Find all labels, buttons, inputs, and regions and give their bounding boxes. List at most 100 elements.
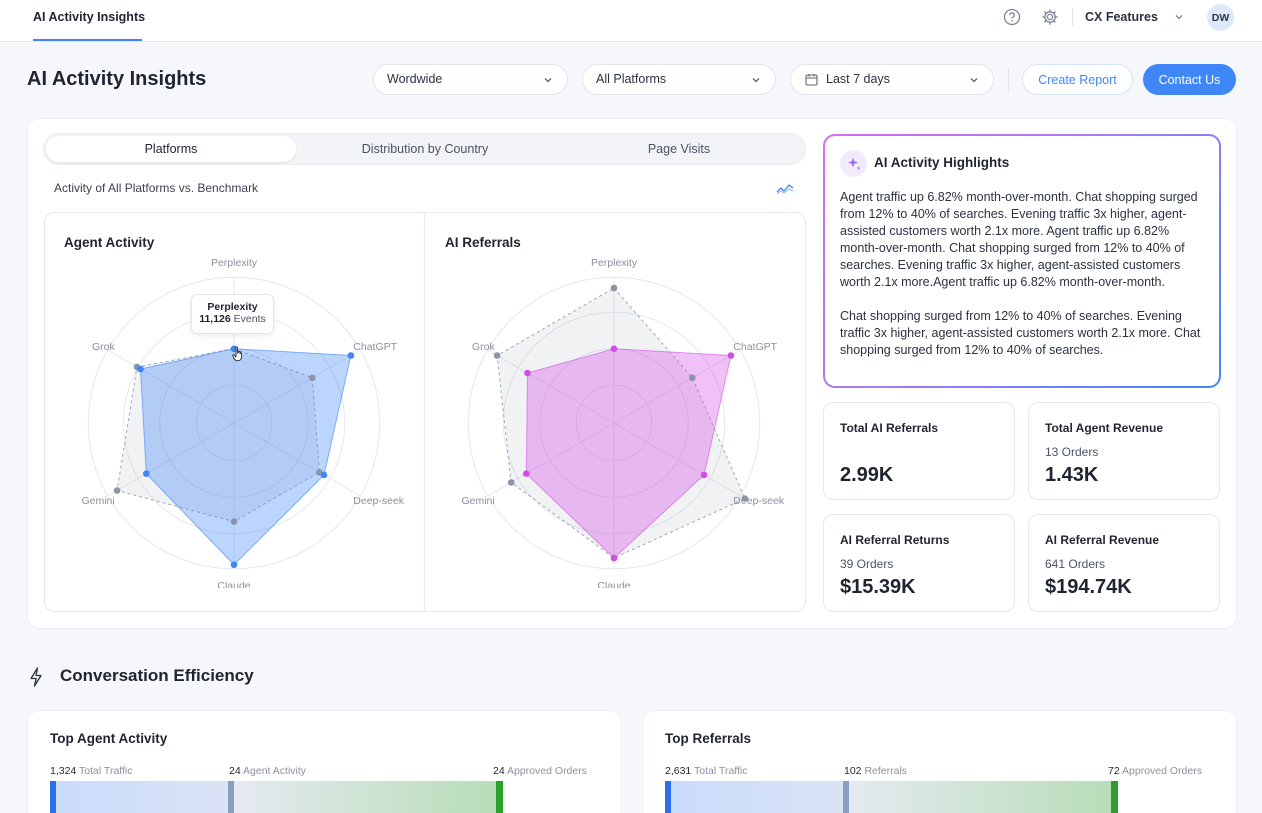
calendar-icon [805, 74, 818, 86]
main-data-point[interactable] [700, 471, 708, 479]
kpi-ai-referral-revenue: AI Referral Revenue 641 Orders $194.74K [1028, 514, 1220, 612]
funnel-bar [50, 781, 503, 813]
kpi-label: Total Agent Revenue [1045, 421, 1164, 435]
metric-total-traffic: 2,631 Total Traffic [665, 765, 748, 777]
radar-axis-line [233, 349, 361, 424]
tab-page-visits[interactable]: Page Visits [647, 142, 711, 156]
metric-label: Total Traffic [694, 765, 748, 777]
radar-axis-line [107, 349, 235, 424]
agent-activity-title: Agent Activity [64, 235, 155, 250]
metric-label: Total Traffic [79, 765, 133, 777]
chevron-down-icon [970, 78, 978, 83]
date-range-select[interactable]: Last 7 days [790, 64, 994, 95]
metric-value: 2,631 [665, 765, 692, 777]
metric-value: 72 [1108, 765, 1120, 777]
region-select[interactable]: Wordwide [373, 64, 568, 95]
chart-subtitle: Activity of All Platforms vs. Benchmark [54, 181, 259, 195]
card-title: Top Referrals [665, 731, 752, 746]
metric-total-traffic: 1,324 Total Traffic [50, 765, 133, 777]
tab-distribution-by-country[interactable]: Distribution by Country [361, 142, 489, 156]
metric-value: 102 [844, 765, 862, 777]
kpi-total-ai-referrals: Total AI Referrals 2.99K [823, 402, 1015, 500]
main-data-point[interactable] [320, 471, 328, 479]
top-tab-ai-activity[interactable]: AI Activity Insights [33, 10, 146, 24]
kpi-subtext: 39 Orders [840, 557, 894, 571]
metric-label: Referrals [864, 765, 908, 777]
metric-approved-orders: 24 Approved Orders [493, 765, 587, 777]
main-data-point[interactable] [137, 365, 144, 373]
main-data-point[interactable] [347, 352, 355, 359]
radar-axis-label: Deep-seek [353, 495, 404, 507]
main-data-point[interactable] [610, 345, 618, 353]
gear-icon[interactable] [1041, 8, 1059, 26]
benchmark-data-point[interactable] [689, 374, 696, 382]
top-bar: AI Activity Insights CX Features DW [0, 0, 1262, 42]
radar-axis-label: Perplexity [211, 258, 258, 269]
radar-axis-line [233, 422, 361, 497]
chevron-down-icon [544, 78, 552, 83]
platform-select[interactable]: All Platforms [582, 64, 776, 95]
highlights-paragraph: Chat shopping surged from 12% to 40% of … [840, 309, 1201, 357]
view-tabs: Platforms Distribution by Country Page V… [43, 133, 806, 165]
radar-axis-label: ChatGPT [353, 341, 397, 353]
benchmark-data-point[interactable] [309, 374, 316, 382]
radar-axis-line [613, 422, 741, 497]
benchmark-data-point[interactable] [113, 487, 121, 494]
main-data-point[interactable] [523, 470, 530, 477]
platform-select-value: All Platforms [596, 72, 667, 86]
metric-label: Approved Orders [1122, 765, 1202, 777]
kpi-value: 2.99K [840, 464, 894, 486]
metric-agent-activity: 24 Agent Activity [229, 765, 306, 777]
kpi-value: $194.74K [1045, 576, 1132, 598]
date-range-value: Last 7 days [826, 72, 890, 86]
top-referrals-card: Top Referrals 2,631 Total Traffic 102 Re… [642, 710, 1237, 813]
highlights-paragraph: Agent traffic up 6.82% month-over-month.… [840, 190, 1198, 289]
benchmark-data-point[interactable] [741, 495, 749, 502]
create-report-button[interactable]: Create Report [1022, 64, 1133, 95]
contact-us-button[interactable]: Contact Us [1143, 64, 1236, 95]
user-avatar[interactable]: DW [1207, 4, 1234, 31]
kpi-total-agent-revenue: Total Agent Revenue 13 Orders 1.43K [1028, 402, 1220, 500]
benchmark-data-point[interactable] [507, 479, 515, 486]
tooltip-value: 11,126 [199, 313, 231, 325]
tooltip-label: Perplexity [207, 301, 258, 313]
help-icon[interactable] [1003, 8, 1021, 26]
main-series-area [525, 348, 732, 559]
chevron-down-icon[interactable] [1174, 12, 1184, 22]
benchmark-data-point[interactable] [230, 518, 238, 525]
top-agent-activity-card: Top Agent Activity 1,324 Total Traffic 2… [27, 710, 622, 813]
radar-axis-label: Claude [217, 580, 250, 588]
benchmark-data-point[interactable] [610, 284, 618, 292]
topbar-divider [1072, 8, 1073, 26]
agent-activity-radar-chart: Perplexity ChatGPT Deep-seek Claude Gemini Gr… [81, 258, 404, 588]
hand-cursor-icon [232, 346, 243, 362]
kpi-label: AI Referral Returns [840, 533, 950, 547]
main-data-point[interactable] [727, 352, 735, 359]
kpi-value: $15.39K [840, 576, 916, 598]
metric-label: Approved Orders [507, 765, 587, 777]
kpi-label: AI Referral Revenue [1045, 533, 1160, 547]
radar-axis-label: ChatGPT [733, 341, 777, 353]
header-divider [1008, 68, 1009, 91]
kpi-label: Total AI Referrals [840, 421, 939, 435]
metric-value: 24 [229, 765, 241, 777]
chart-tooltip: Perplexity 11,126 Events [191, 294, 274, 334]
ai-referrals-title: AI Referrals [445, 235, 521, 250]
trend-chart-icon[interactable] [776, 181, 794, 195]
main-series-area [139, 348, 352, 566]
metric-approved-orders: 72 Approved Orders [1108, 765, 1202, 777]
metric-value: 1,324 [50, 765, 77, 777]
workspace-selector[interactable]: CX Features [1085, 10, 1158, 24]
benchmark-data-point[interactable] [493, 352, 501, 359]
radar-axis-label: Grok [472, 341, 496, 353]
tab-platforms[interactable]: Platforms [46, 136, 296, 162]
main-data-point[interactable] [143, 470, 150, 477]
kpi-subtext: 641 Orders [1045, 557, 1106, 571]
chevron-down-icon [752, 78, 760, 83]
main-data-point[interactable] [524, 369, 531, 377]
main-data-point[interactable] [230, 561, 238, 569]
kpi-ai-referral-returns: AI Referral Returns 39 Orders $15.39K [823, 514, 1015, 612]
main-data-point[interactable] [610, 554, 618, 562]
radar-axis-line [487, 349, 615, 424]
page-title: AI Activity Insights [27, 68, 207, 90]
